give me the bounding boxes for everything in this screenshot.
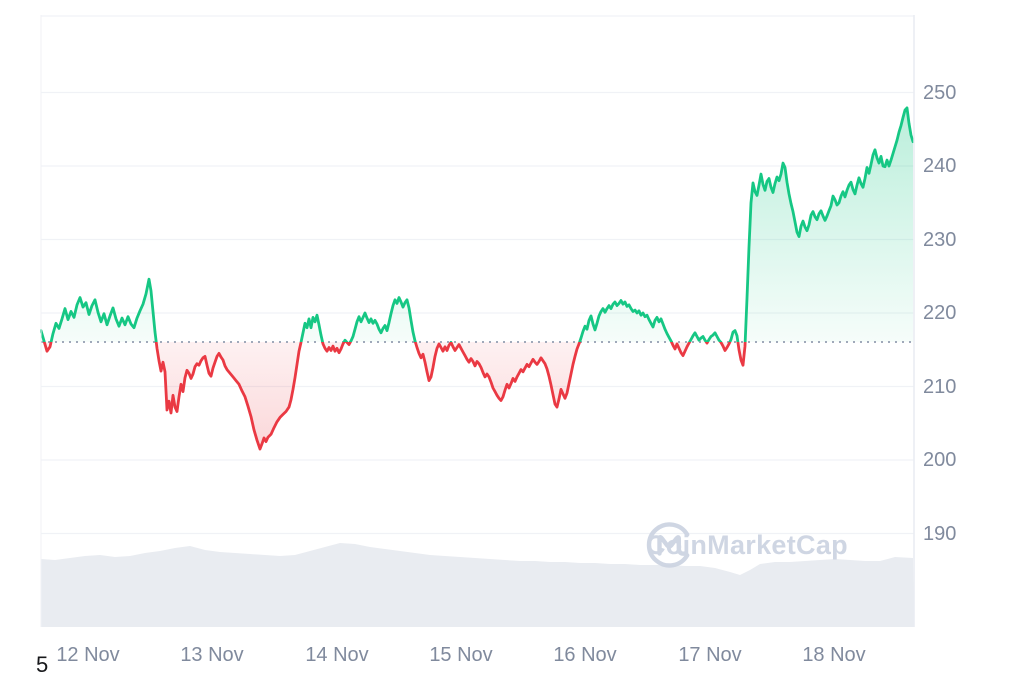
x-tick-label: 15 Nov xyxy=(429,644,493,666)
price-line-up-segment xyxy=(40,106,915,342)
y-tick-label: 230 xyxy=(923,229,957,251)
y-tick-label: 220 xyxy=(923,302,957,324)
x-tick-label: 17 Nov xyxy=(678,644,742,666)
x-tick-label: 18 Nov xyxy=(802,644,866,666)
y-tick-label: 240 xyxy=(923,155,957,177)
gridlines xyxy=(41,15,914,535)
volume-area xyxy=(41,543,914,627)
price-area-below-baseline xyxy=(41,342,913,449)
y-tick-label: 250 xyxy=(923,82,957,104)
x-tick-label: 13 Nov xyxy=(180,644,244,666)
x-tick-label: 12 Nov xyxy=(56,644,120,666)
y-tick-label: 190 xyxy=(923,523,957,545)
price-line-down-segment xyxy=(42,342,747,451)
y-tick-label: 210 xyxy=(923,376,957,398)
x-tick-label: 16 Nov xyxy=(553,644,617,666)
y-tick-label: 200 xyxy=(923,449,957,471)
page-indicator: 5 xyxy=(36,652,49,677)
x-tick-label: 14 Nov xyxy=(305,644,369,666)
